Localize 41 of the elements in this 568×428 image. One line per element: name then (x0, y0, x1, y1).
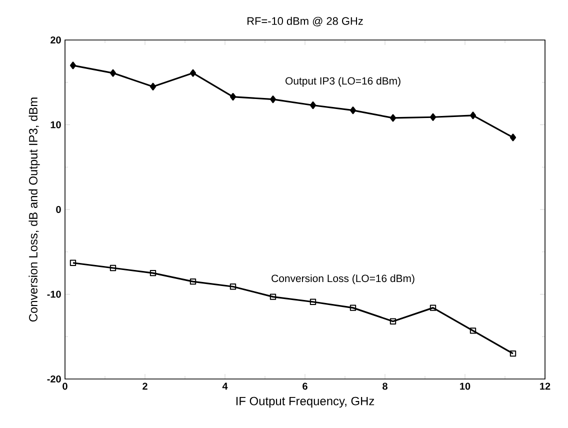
x-tick-label: 8 (382, 382, 388, 390)
y-tick-label: 20 (50, 36, 61, 44)
point (470, 328, 476, 334)
x-tick-label: 6 (302, 382, 308, 390)
series-label: Conversion Loss (LO=16 dBm) (272, 274, 414, 284)
point (150, 82, 156, 90)
chart-title: RF=-10 dBm @ 28 GHz (248, 16, 363, 26)
series-label: Output IP3 (LO=16 dBm) (286, 76, 400, 87)
point (310, 298, 316, 305)
point (230, 284, 236, 290)
point (70, 62, 76, 70)
point (390, 114, 396, 122)
x-axis-title: IF Output Frequency, GHz (236, 396, 374, 408)
y-tick-label: -10 (47, 290, 61, 298)
point (510, 134, 516, 142)
y-tick-label: 0 (56, 206, 61, 214)
x-tick-label: 10 (460, 382, 470, 390)
point (310, 101, 316, 110)
x-tick-label: 12 (540, 382, 550, 390)
point (190, 69, 196, 77)
point (430, 304, 436, 311)
y-tick-label: -20 (47, 375, 61, 383)
point (110, 69, 116, 77)
point (510, 350, 516, 357)
point (350, 304, 356, 311)
y-tick-label: 10 (50, 121, 61, 128)
point (390, 318, 396, 324)
point (270, 96, 276, 104)
y-axis-title: Conversion Loss, dB and Output IP3, dBm (28, 98, 40, 322)
point (270, 294, 276, 300)
point (230, 92, 236, 101)
point (470, 112, 476, 120)
point (110, 264, 116, 272)
point (350, 106, 356, 114)
point (190, 278, 196, 285)
x-tick-label: 2 (142, 382, 148, 390)
x-tick-label: 4 (222, 382, 228, 390)
point (150, 270, 156, 276)
x-tick-label: 0 (62, 382, 68, 390)
point (430, 113, 436, 121)
point (70, 260, 76, 266)
